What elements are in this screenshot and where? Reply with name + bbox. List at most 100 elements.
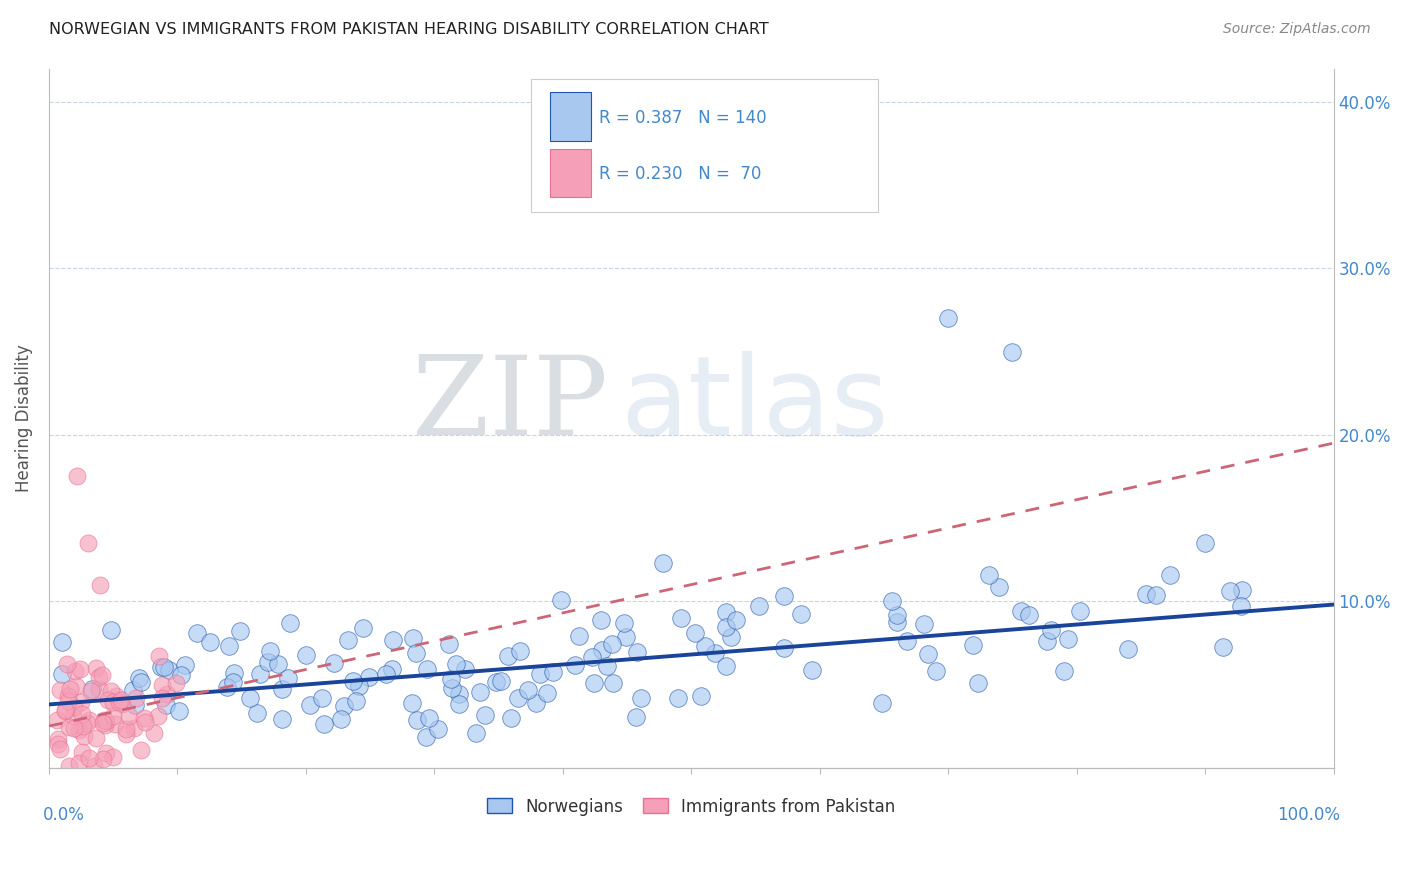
Y-axis label: Hearing Disability: Hearing Disability xyxy=(15,344,32,492)
Point xyxy=(83,759,105,773)
Point xyxy=(62,721,84,735)
Point xyxy=(690,690,713,704)
Point xyxy=(405,646,427,660)
Point xyxy=(669,611,692,625)
Point xyxy=(550,593,572,607)
Point xyxy=(564,657,586,672)
Point xyxy=(59,682,82,697)
Point xyxy=(129,675,152,690)
Point xyxy=(150,690,173,705)
Point xyxy=(103,709,125,723)
Point xyxy=(149,659,172,673)
Point xyxy=(1159,567,1181,582)
Point xyxy=(121,682,143,697)
Point xyxy=(498,648,520,663)
Point xyxy=(89,670,111,684)
Point xyxy=(1229,599,1251,613)
Point xyxy=(87,682,110,697)
Point xyxy=(93,713,115,727)
Point xyxy=(1036,633,1059,648)
Point xyxy=(294,648,316,662)
Point xyxy=(536,686,558,700)
Point xyxy=(311,690,333,705)
Point xyxy=(67,756,90,770)
Point xyxy=(101,695,124,709)
Point xyxy=(444,657,467,671)
Point xyxy=(714,658,737,673)
Point xyxy=(846,161,869,176)
Point xyxy=(66,469,89,483)
Point xyxy=(988,580,1011,594)
Point xyxy=(602,676,624,690)
Point xyxy=(128,671,150,685)
Point xyxy=(93,716,115,731)
Point xyxy=(110,693,132,707)
Point xyxy=(224,666,246,681)
Point xyxy=(447,687,470,701)
Point xyxy=(111,698,134,712)
Point xyxy=(108,695,131,709)
Point xyxy=(1039,623,1062,637)
Point xyxy=(668,690,690,705)
Point xyxy=(77,750,100,764)
Point xyxy=(277,671,299,685)
Point xyxy=(405,713,427,727)
Point xyxy=(382,633,405,648)
Point xyxy=(76,716,98,731)
Point xyxy=(46,737,69,751)
Point xyxy=(125,690,148,705)
Point xyxy=(541,665,564,679)
Point xyxy=(100,623,122,637)
Point xyxy=(49,742,72,756)
Point xyxy=(499,711,522,725)
Point xyxy=(63,699,86,714)
Point xyxy=(150,678,173,692)
Point xyxy=(218,639,240,653)
Point xyxy=(415,730,437,744)
Point xyxy=(402,632,425,646)
Point xyxy=(375,666,398,681)
Point xyxy=(134,714,156,729)
Point xyxy=(124,698,146,712)
Point xyxy=(336,633,359,648)
Point xyxy=(581,649,603,664)
Text: R = 0.230   N =  70: R = 0.230 N = 70 xyxy=(599,165,761,184)
Point xyxy=(84,731,107,745)
Text: 0.0%: 0.0% xyxy=(42,806,84,824)
Point xyxy=(1010,604,1032,618)
Point xyxy=(1194,536,1216,550)
Point xyxy=(72,719,94,733)
Point xyxy=(56,689,79,703)
Point xyxy=(49,682,72,697)
Point xyxy=(97,692,120,706)
Point xyxy=(312,717,335,731)
Point xyxy=(614,631,637,645)
Point xyxy=(69,662,91,676)
Point xyxy=(506,690,529,705)
Point xyxy=(148,648,170,663)
Point xyxy=(1219,584,1241,599)
Point xyxy=(93,752,115,766)
Point xyxy=(333,698,356,713)
Point xyxy=(568,629,591,643)
Point xyxy=(46,731,69,746)
FancyBboxPatch shape xyxy=(550,92,591,141)
Point xyxy=(790,607,813,621)
Point xyxy=(773,589,796,603)
Point xyxy=(229,624,252,638)
Point xyxy=(96,714,118,729)
Point xyxy=(693,640,716,654)
Point xyxy=(524,696,547,710)
Point xyxy=(602,637,624,651)
Point xyxy=(62,709,84,723)
Point xyxy=(104,716,127,731)
Point xyxy=(323,656,346,670)
Point xyxy=(56,694,79,708)
Point xyxy=(94,718,117,732)
Point xyxy=(153,660,176,674)
Point xyxy=(257,656,280,670)
Point xyxy=(101,749,124,764)
Point xyxy=(56,657,79,671)
Point xyxy=(53,703,76,717)
Point xyxy=(114,727,136,741)
